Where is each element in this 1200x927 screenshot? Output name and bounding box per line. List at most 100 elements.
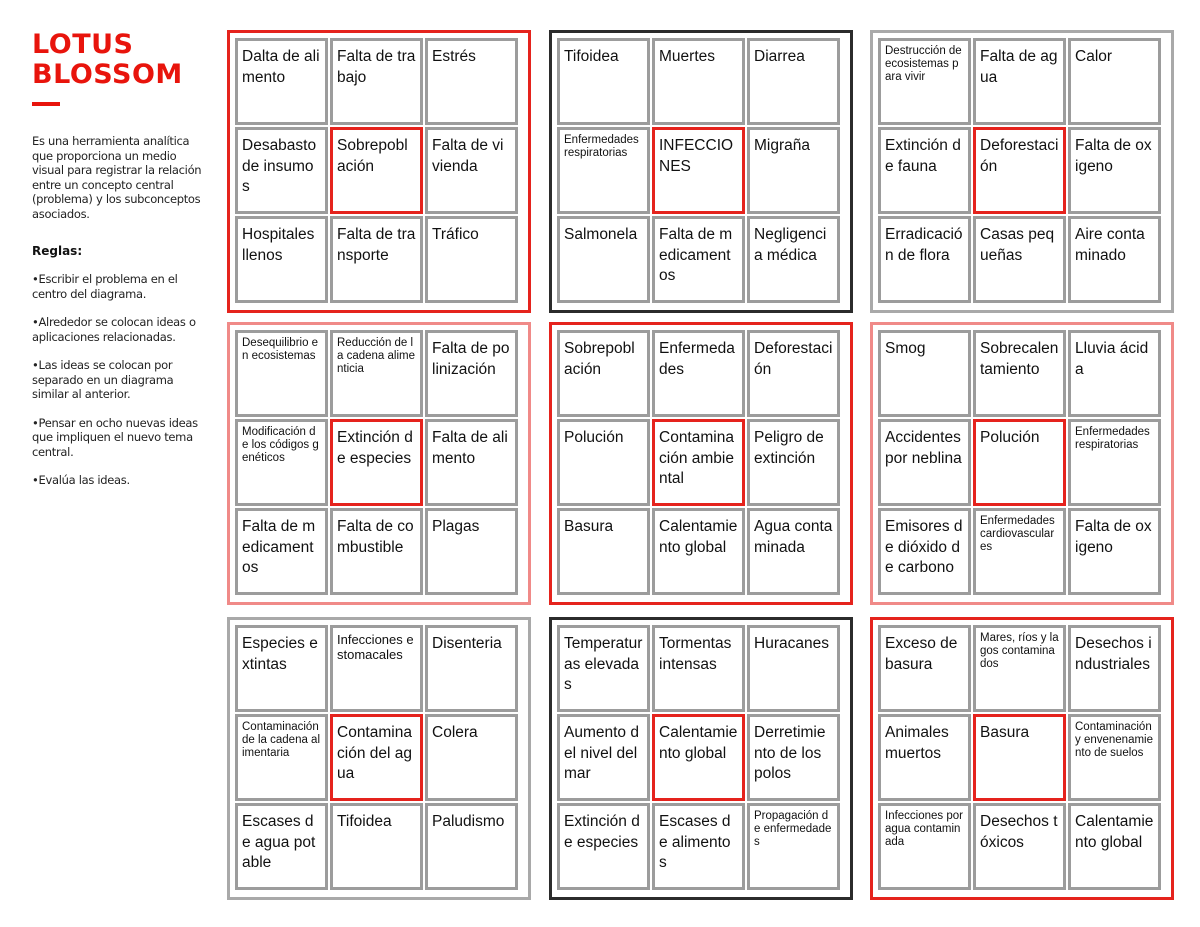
lotus-cell: Salmonela	[557, 216, 650, 303]
lotus-block-extincion-de-especies: Desequilibrio en ecosistemas Reducción d…	[227, 322, 531, 605]
lotus-cell: Falta de medicamentos	[235, 508, 328, 595]
rule-item: •Evalúa las ideas.	[32, 473, 130, 487]
lotus-center-cell: Calentamiento global	[652, 714, 745, 801]
lotus-cell: Falta de polinización	[425, 330, 518, 417]
lotus-cell: Falta de oxigeno	[1068, 508, 1161, 595]
lotus-cell: Falta de oxigeno	[1068, 127, 1161, 214]
sidebar: LOTUS BLOSSOM Es una herramienta analíti…	[32, 30, 202, 488]
lotus-cell: Colera	[425, 714, 518, 801]
lotus-block-contaminacion-ambiental: Sobrepoblación Enfermedades Deforestació…	[549, 322, 853, 605]
lotus-cell: Casas pequeñas	[973, 216, 1066, 303]
lotus-cell: Enfermedades respiratorias	[557, 127, 650, 214]
lotus-cell: Erradicación de flora	[878, 216, 971, 303]
lotus-cell: Reducción de la cadena alimenticia	[330, 330, 423, 417]
lotus-cell: Diarrea	[747, 38, 840, 125]
lotus-cell: Escases de alimentos	[652, 803, 745, 890]
lotus-cell: Calentamiento global	[652, 508, 745, 595]
lotus-cell: Enfermedades respiratorias	[1068, 419, 1161, 506]
title-line-2: BLOSSOM	[32, 59, 183, 90]
lotus-cell: Contaminación y envenenamiento de suelos	[1068, 714, 1161, 801]
lotus-cell: Falta de medicamentos	[652, 216, 745, 303]
lotus-cell: Mares, ríos y lagos contaminados	[973, 625, 1066, 712]
lotus-cell: Estrés	[425, 38, 518, 125]
rule-item: •Alrededor se colocan ideas o aplicacion…	[32, 315, 196, 344]
lotus-cell: Desechos tóxicos	[973, 803, 1066, 890]
lotus-center-cell: Extinción de especies	[330, 419, 423, 506]
lotus-cell: Falta de vivienda	[425, 127, 518, 214]
lotus-cell: Muertes	[652, 38, 745, 125]
lotus-block-calentamiento-global: Temperaturas elevadas Tormentas intensas…	[549, 617, 853, 900]
lotus-cell: Derretimiento de los polos	[747, 714, 840, 801]
lotus-cell: Migraña	[747, 127, 840, 214]
lotus-cell: Exceso de basura	[878, 625, 971, 712]
lotus-cell: Enfermedades cardiovasculares	[973, 508, 1066, 595]
description: Es una herramienta analítica que proporc…	[32, 134, 202, 221]
lotus-cell: Infecciones por agua contaminada	[878, 803, 971, 890]
lotus-cell: Especies extintas	[235, 625, 328, 712]
lotus-cell: Aumento del nivel del mar	[557, 714, 650, 801]
lotus-cell: Huracanes	[747, 625, 840, 712]
title-underline	[32, 102, 60, 106]
rule-item: •Escribir el problema en el centro del d…	[32, 272, 178, 301]
lotus-cell: Accidentes por neblina	[878, 419, 971, 506]
lotus-cell: Tráfico	[425, 216, 518, 303]
lotus-cell: Propagación de enfermedades	[747, 803, 840, 890]
lotus-cell: Negligencia médica	[747, 216, 840, 303]
lotus-cell: Basura	[557, 508, 650, 595]
lotus-cell: Falta de combustible	[330, 508, 423, 595]
lotus-cell: Infecciones estomacales	[330, 625, 423, 712]
lotus-cell: Deforestación	[747, 330, 840, 417]
lotus-cell: Dalta de alimento	[235, 38, 328, 125]
lotus-center-cell: INFECCIONES	[652, 127, 745, 214]
page-title: LOTUS BLOSSOM	[32, 30, 202, 90]
lotus-cell: Escases de agua potable	[235, 803, 328, 890]
lotus-cell: Tifoidea	[330, 803, 423, 890]
lotus-center-cell: Contaminación ambiental	[652, 419, 745, 506]
rule-item: •Pensar en ocho nuevas ideas que impliqu…	[32, 415, 198, 459]
rules-heading: Reglas:	[32, 244, 83, 258]
lotus-center-cell: Polución	[973, 419, 1066, 506]
lotus-cell: Falta de alimento	[425, 419, 518, 506]
lotus-cell: Extinción de fauna	[878, 127, 971, 214]
lotus-cell: Extinción de especies	[557, 803, 650, 890]
title-line-1: LOTUS	[32, 29, 134, 60]
lotus-center-cell: Contaminación del agua	[330, 714, 423, 801]
lotus-cell: Animales muertos	[878, 714, 971, 801]
lotus-cell: Aire contaminado	[1068, 216, 1161, 303]
lotus-cell: Desabasto de insumos	[235, 127, 328, 214]
lotus-cell: Desequilibrio en ecosistemas	[235, 330, 328, 417]
lotus-cell: Emisores de dióxido de carbono	[878, 508, 971, 595]
lotus-block-deforestacion: Destrucción de ecosistemas para vivir Fa…	[870, 30, 1174, 313]
lotus-cell: Enfermedades	[652, 330, 745, 417]
lotus-cell: Falta de trabajo	[330, 38, 423, 125]
lotus-cell: Plagas	[425, 508, 518, 595]
lotus-block-contaminacion-del-agua: Especies extintas Infecciones estomacale…	[227, 617, 531, 900]
lotus-cell: Calor	[1068, 38, 1161, 125]
lotus-cell: Hospitales llenos	[235, 216, 328, 303]
lotus-cell: Modificación de los códigos genéticos	[235, 419, 328, 506]
lotus-cell: Contaminación de la cadena alimentaria	[235, 714, 328, 801]
lotus-cell: Paludismo	[425, 803, 518, 890]
lotus-center-cell: Deforestación	[973, 127, 1066, 214]
lotus-block-basura: Exceso de basura Mares, ríos y lagos con…	[870, 617, 1174, 900]
lotus-cell: Falta de transporte	[330, 216, 423, 303]
lotus-cell: Sobrecalentamiento	[973, 330, 1066, 417]
lotus-cell: Disenteria	[425, 625, 518, 712]
lotus-block-infecciones: Tifoidea Muertes Diarrea Enfermedades re…	[549, 30, 853, 313]
lotus-cell: Lluvia ácida	[1068, 330, 1161, 417]
lotus-cell: Destrucción de ecosistemas para vivir	[878, 38, 971, 125]
lotus-block-polucion: Smog Sobrecalentamiento Lluvia ácida Acc…	[870, 322, 1174, 605]
lotus-cell: Falta de agua	[973, 38, 1066, 125]
lotus-cell: Polución	[557, 419, 650, 506]
lotus-center-cell: Sobrepoblación	[330, 127, 423, 214]
lotus-block-sobrepoblacion: Dalta de alimento Falta de trabajo Estré…	[227, 30, 531, 313]
lotus-cell: Peligro de extinción	[747, 419, 840, 506]
lotus-cell: Calentamiento global	[1068, 803, 1161, 890]
lotus-cell: Smog	[878, 330, 971, 417]
lotus-cell: Agua contaminada	[747, 508, 840, 595]
lotus-cell: Desechos industriales	[1068, 625, 1161, 712]
rule-item: •Las ideas se colocan por separado en un…	[32, 358, 174, 401]
lotus-cell: Tifoidea	[557, 38, 650, 125]
lotus-cell: Temperaturas elevadas	[557, 625, 650, 712]
lotus-center-cell: Basura	[973, 714, 1066, 801]
